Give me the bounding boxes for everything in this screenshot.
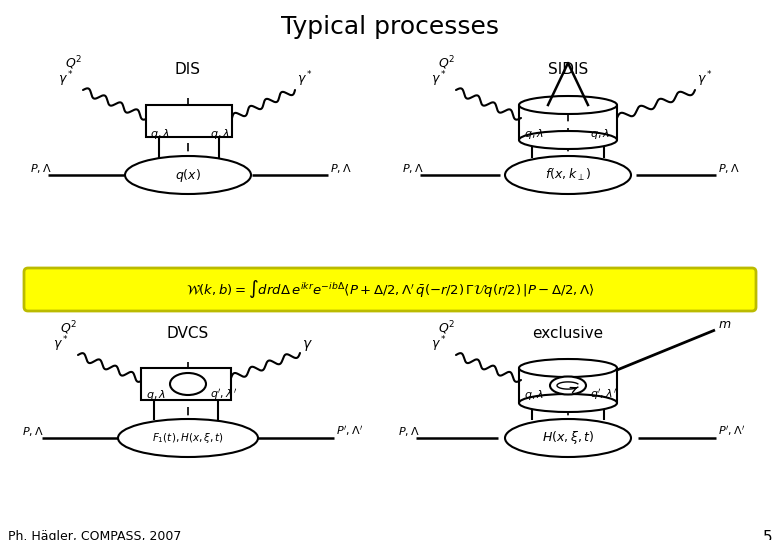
Text: $Q^2$: $Q^2$ — [438, 55, 456, 72]
Ellipse shape — [118, 419, 258, 457]
Text: $P', \Lambda'$: $P', \Lambda'$ — [718, 424, 746, 438]
Text: $P, \Lambda$: $P, \Lambda$ — [30, 162, 52, 175]
Text: $\gamma$: $\gamma$ — [302, 338, 313, 353]
Ellipse shape — [505, 419, 631, 457]
Text: 5: 5 — [762, 530, 772, 540]
FancyBboxPatch shape — [24, 268, 756, 311]
Text: $P, \Lambda$: $P, \Lambda$ — [402, 162, 424, 175]
Text: $\gamma^*$: $\gamma^*$ — [297, 69, 313, 89]
Text: $q, \lambda$: $q, \lambda$ — [210, 127, 230, 141]
Text: $\gamma^*$: $\gamma^*$ — [58, 69, 74, 89]
Text: Typical processes: Typical processes — [281, 15, 499, 39]
Ellipse shape — [519, 96, 617, 114]
Text: $P, \Lambda$: $P, \Lambda$ — [330, 162, 352, 175]
Text: $q, \lambda$: $q, \lambda$ — [524, 388, 544, 402]
Text: $q, \lambda$: $q, \lambda$ — [150, 127, 170, 141]
Text: Ph. Hägler, COMPASS, 2007: Ph. Hägler, COMPASS, 2007 — [8, 530, 182, 540]
Text: $Q^2$: $Q^2$ — [60, 320, 77, 337]
Text: $q, \lambda$: $q, \lambda$ — [590, 127, 610, 141]
Text: $q(x)$: $q(x)$ — [175, 166, 201, 184]
Ellipse shape — [550, 376, 586, 395]
Text: DIS: DIS — [175, 62, 201, 77]
Ellipse shape — [170, 373, 206, 395]
Text: $Q^2$: $Q^2$ — [438, 320, 456, 337]
Text: $m$: $m$ — [718, 318, 732, 331]
Text: $P, \Lambda$: $P, \Lambda$ — [398, 425, 420, 438]
Text: $q', \lambda'$: $q', \lambda'$ — [590, 387, 617, 402]
Text: $\mathcal{W}(k,b) = \int drd\Delta\, e^{ikr} e^{-ib\Delta} \langle P+\Delta/2, \: $\mathcal{W}(k,b) = \int drd\Delta\, e^{… — [186, 279, 594, 300]
Text: $P, \Lambda$: $P, \Lambda$ — [718, 162, 740, 175]
Text: $H(x,\xi,t)$: $H(x,\xi,t)$ — [542, 429, 594, 447]
Text: $F_1(t), H(x,\xi,t)$: $F_1(t), H(x,\xi,t)$ — [152, 431, 224, 445]
Text: $\gamma^*$: $\gamma^*$ — [697, 69, 713, 89]
Text: $q, \lambda$: $q, \lambda$ — [146, 388, 166, 402]
Ellipse shape — [125, 156, 251, 194]
Text: $f(x,k_{\perp})$: $f(x,k_{\perp})$ — [545, 167, 591, 183]
Text: $P, \Lambda$: $P, \Lambda$ — [22, 425, 44, 438]
Text: $\gamma^*$: $\gamma^*$ — [53, 334, 69, 354]
Ellipse shape — [505, 156, 631, 194]
Text: SIDIS: SIDIS — [548, 62, 588, 77]
Text: $\gamma^*$: $\gamma^*$ — [431, 334, 447, 354]
Text: $q', \lambda'$: $q', \lambda'$ — [210, 387, 237, 402]
Text: exclusive: exclusive — [533, 326, 604, 341]
Text: $P', \Lambda'$: $P', \Lambda'$ — [336, 424, 363, 438]
Bar — [141, 368, 231, 400]
Text: $q, \lambda$: $q, \lambda$ — [524, 127, 544, 141]
Text: DVCS: DVCS — [167, 326, 209, 341]
Ellipse shape — [519, 131, 617, 149]
Text: $\gamma^*$: $\gamma^*$ — [431, 69, 447, 89]
Text: $Q^2$: $Q^2$ — [65, 55, 83, 72]
Ellipse shape — [519, 359, 617, 377]
Ellipse shape — [519, 394, 617, 412]
Bar — [146, 105, 232, 137]
